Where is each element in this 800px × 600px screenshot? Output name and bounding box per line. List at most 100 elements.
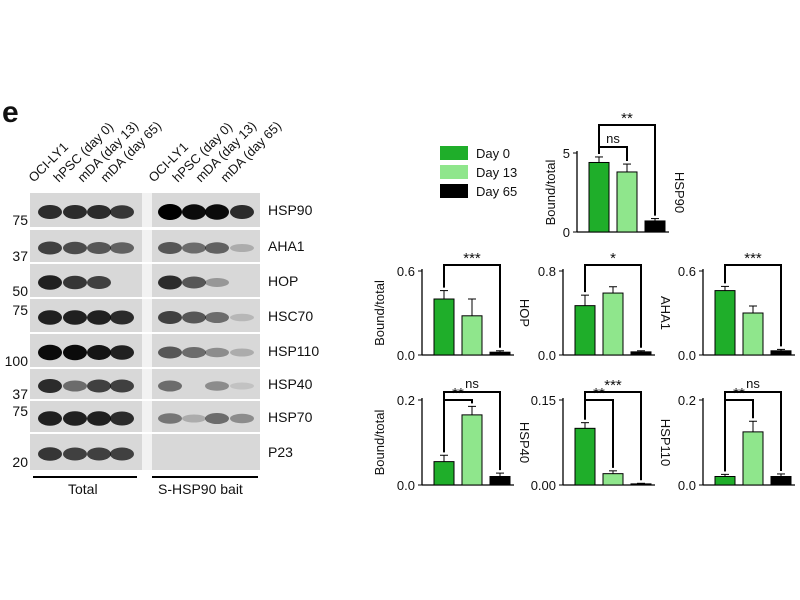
blot-band xyxy=(158,275,182,290)
blot-row-AHA1 xyxy=(30,230,260,262)
blot-band xyxy=(38,379,62,393)
blot-band xyxy=(38,310,62,325)
blot-band xyxy=(87,242,111,254)
protein-label: AHA1 xyxy=(268,238,305,254)
legend-item: Day 65 xyxy=(440,182,517,200)
molecular-weight-marker: 75 xyxy=(12,301,28,318)
molecular-weight-marker: 50 xyxy=(12,282,28,299)
legend-swatch xyxy=(440,165,468,179)
blot-row-HSP70 xyxy=(30,401,260,432)
bar-Day 0 xyxy=(433,461,455,486)
significance-bracket xyxy=(598,124,656,216)
protein-label: HOP xyxy=(268,272,299,289)
bar-Day 65 xyxy=(644,220,666,233)
y-tick-label: 0.15 xyxy=(531,393,556,408)
chart-title: HSP70 xyxy=(798,422,800,463)
bar-Day 0 xyxy=(574,427,596,486)
y-tick-label: 0.00 xyxy=(531,478,556,493)
chart-title: HSP90 xyxy=(672,172,687,213)
chart-title: HSP110 xyxy=(658,419,673,466)
y-tick-label: 0.0 xyxy=(678,348,696,363)
y-tick-label: 0.2 xyxy=(678,393,696,408)
molecular-weight-marker: 37 xyxy=(12,248,28,264)
blot-band xyxy=(87,310,111,325)
bar-chart-HSP90: 0 5 ns** HSP90 Bound/total xyxy=(543,110,687,240)
molecular-weight-marker: 75 xyxy=(12,212,28,228)
y-axis-label: Bound/total xyxy=(372,280,387,346)
blot-row-HSP110 xyxy=(30,334,260,367)
blot-band xyxy=(230,413,254,424)
blot-band xyxy=(182,311,206,324)
blot-band xyxy=(38,447,62,461)
blot-band xyxy=(205,347,229,358)
blot-band xyxy=(38,411,62,426)
blot-band xyxy=(87,447,111,461)
blot-band xyxy=(205,278,229,287)
legend-swatch xyxy=(440,146,468,160)
bar-Day 13 xyxy=(602,292,624,356)
blot-band xyxy=(87,411,111,426)
significance-label: * xyxy=(610,250,616,267)
y-tick-label: 0.6 xyxy=(678,264,696,279)
protein-label: HSP40 xyxy=(268,376,313,392)
significance-bracket xyxy=(598,146,628,162)
molecular-weight-marker: 20 xyxy=(12,454,28,470)
bar-Day 65 xyxy=(489,351,511,356)
blot-band xyxy=(38,205,62,219)
y-tick-label: 0.0 xyxy=(538,348,556,363)
significance-label: ** xyxy=(621,110,633,127)
blot-band xyxy=(110,310,134,325)
blot-band xyxy=(230,313,254,322)
blot-band xyxy=(110,242,134,254)
significance-bracket xyxy=(724,264,782,347)
significance-bracket xyxy=(724,391,782,472)
bar-Day 13 xyxy=(742,431,764,486)
blot-band xyxy=(230,244,254,252)
bar-Day 0 xyxy=(574,305,596,356)
significance-label: ** xyxy=(593,385,605,402)
significance-label: *** xyxy=(744,250,762,267)
blot-band xyxy=(63,380,87,392)
blot-band xyxy=(205,204,229,220)
blot-band xyxy=(182,276,206,289)
legend-item: Day 0 xyxy=(440,144,517,162)
significance-label: ** xyxy=(733,385,745,402)
blot-band xyxy=(63,205,87,219)
bar-Day 0 xyxy=(433,298,455,356)
bar-chart-HOP: 0.0 0.6 *** HOP Bound/total xyxy=(372,250,532,363)
significance-bracket xyxy=(584,264,642,348)
blot-band xyxy=(63,275,87,290)
blot-band xyxy=(205,381,229,391)
blot-band xyxy=(205,413,229,424)
molecular-weight-marker: 75 xyxy=(12,402,28,419)
y-axis-label: Bound/total xyxy=(543,160,558,226)
chart-title: HOP xyxy=(517,299,532,327)
blot-band xyxy=(158,346,182,359)
blot-band xyxy=(38,241,62,255)
chart-title: HSP40 xyxy=(517,422,532,463)
legend-label: Day 0 xyxy=(476,145,510,161)
y-tick-label: 0 xyxy=(563,225,570,240)
bar-Day 13 xyxy=(461,414,483,486)
chart-title: HSC70 xyxy=(798,292,800,334)
protein-label: HSP110 xyxy=(268,342,320,359)
blot-band xyxy=(230,382,254,390)
y-tick-label: 0.2 xyxy=(397,393,415,408)
significance-label: ns xyxy=(606,131,620,146)
blot-band xyxy=(63,344,87,361)
bar-Day 13 xyxy=(742,312,764,356)
y-tick-label: 5 xyxy=(563,146,570,161)
significance-bracket xyxy=(584,391,642,481)
blot-band xyxy=(205,312,229,323)
y-axis-label: Bound/total xyxy=(372,410,387,476)
bar-Day 65 xyxy=(630,483,652,486)
blot-band xyxy=(87,345,111,360)
blot-band xyxy=(87,379,111,393)
blot-band xyxy=(63,241,87,255)
legend: Day 0 Day 13 Day 65 xyxy=(440,144,517,201)
blot-row-HSP40 xyxy=(30,369,260,399)
blot-band xyxy=(87,205,111,219)
bar-Day 65 xyxy=(770,350,792,356)
bar-Day 0 xyxy=(714,290,736,356)
